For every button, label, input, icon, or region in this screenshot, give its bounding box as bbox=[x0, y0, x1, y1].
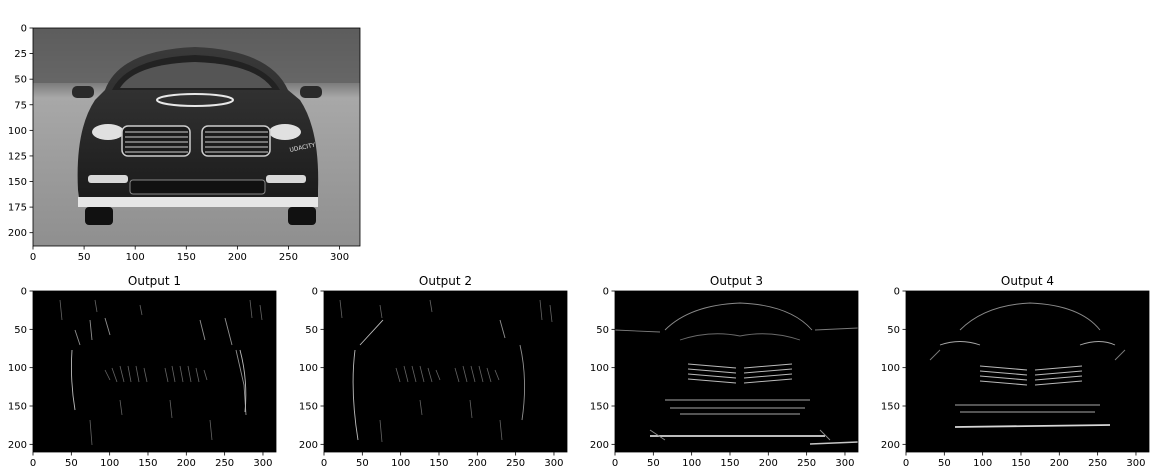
x-tick-label: 0 bbox=[30, 252, 36, 263]
y-tick-label: 50 bbox=[305, 325, 318, 336]
output-1-title: Output 1 bbox=[128, 274, 181, 288]
x-tick-label: 300 bbox=[544, 458, 563, 469]
x-tick-label: 300 bbox=[253, 458, 272, 469]
x-tick-label: 150 bbox=[1011, 458, 1030, 469]
y-tick-label: 200 bbox=[8, 440, 27, 451]
x-tick-label: 150 bbox=[429, 458, 448, 469]
x-tick-label: 50 bbox=[78, 252, 91, 263]
y-tick-label: 0 bbox=[603, 287, 609, 298]
output-2-panel: Output 2 0 50 100 150 200 250 300 0 50 100 150 200 bbox=[299, 274, 568, 470]
y-tick-label: 50 bbox=[887, 325, 900, 336]
y-tick-label: 0 bbox=[312, 287, 318, 298]
y-tick-label: 0 bbox=[21, 24, 27, 35]
original-image-panel: UDACITY 0 50 100 150 200 250 300 0 25 50 75 100 125 1… bbox=[8, 24, 361, 264]
x-tick-label: 50 bbox=[65, 458, 78, 469]
x-tick-label: 0 bbox=[903, 458, 909, 469]
y-tick-label: 0 bbox=[21, 287, 27, 298]
y-tick-label: 100 bbox=[881, 363, 900, 374]
y-tick-label: 175 bbox=[8, 203, 27, 214]
y-tick-label: 200 bbox=[8, 228, 27, 239]
y-tick-label: 25 bbox=[14, 49, 27, 60]
x-tick-label: 100 bbox=[391, 458, 410, 469]
x-tick-label: 50 bbox=[356, 458, 369, 469]
output-2-title: Output 2 bbox=[419, 274, 472, 288]
output-3-edges bbox=[615, 302, 858, 445]
original-axes: 0 50 100 150 200 250 300 0 25 50 75 100 125 150 175 200 bbox=[8, 24, 349, 264]
y-tick-label: 100 bbox=[8, 363, 27, 374]
x-tick-label: 250 bbox=[797, 458, 816, 469]
x-tick-label: 200 bbox=[228, 252, 247, 263]
y-tick-label: 50 bbox=[14, 75, 27, 86]
y-tick-label: 125 bbox=[8, 151, 27, 162]
x-tick-label: 200 bbox=[468, 458, 487, 469]
output-3-panel: Output 3 0 50 100 150 200 250 300 0 50 100 150 200 bbox=[590, 274, 859, 470]
y-tick-label: 100 bbox=[8, 126, 27, 137]
x-tick-label: 250 bbox=[215, 458, 234, 469]
x-tick-label: 300 bbox=[330, 252, 349, 263]
y-tick-label: 150 bbox=[8, 402, 27, 413]
output-4-edges bbox=[929, 302, 1126, 428]
y-tick-label: 150 bbox=[299, 402, 318, 413]
y-tick-label: 150 bbox=[8, 177, 27, 188]
x-tick-label: 100 bbox=[682, 458, 701, 469]
y-tick-label: 150 bbox=[881, 402, 900, 413]
output-1-panel: Output 1 0 50 100 150 200 250 300 0 50 100 150 200 bbox=[8, 274, 277, 470]
x-tick-label: 100 bbox=[973, 458, 992, 469]
x-tick-label: 100 bbox=[100, 458, 119, 469]
output-4-panel: Output 4 0 50 100 150 200 250 300 0 50 100 150 200 bbox=[881, 274, 1150, 470]
y-tick-label: 100 bbox=[299, 363, 318, 374]
y-tick-label: 150 bbox=[590, 402, 609, 413]
output-2-edges bbox=[339, 299, 553, 443]
x-tick-label: 0 bbox=[612, 458, 618, 469]
output-3-axes: 0 50 100 150 200 250 300 0 50 100 150 200 bbox=[590, 287, 855, 470]
x-tick-label: 50 bbox=[938, 458, 951, 469]
x-tick-label: 0 bbox=[30, 458, 36, 469]
y-tick-label: 0 bbox=[894, 287, 900, 298]
x-tick-label: 150 bbox=[177, 252, 196, 263]
y-tick-label: 100 bbox=[590, 363, 609, 374]
y-tick-label: 200 bbox=[590, 440, 609, 451]
y-tick-label: 50 bbox=[596, 325, 609, 336]
output-1-axes: 0 50 100 150 200 250 300 0 50 100 150 200 bbox=[8, 287, 273, 470]
output-4-axes: 0 50 100 150 200 250 300 0 50 100 150 200 bbox=[881, 287, 1146, 470]
x-tick-label: 300 bbox=[1126, 458, 1145, 469]
x-tick-label: 200 bbox=[759, 458, 778, 469]
x-tick-label: 100 bbox=[126, 252, 145, 263]
output-1-edges bbox=[59, 299, 263, 446]
x-tick-label: 200 bbox=[1050, 458, 1069, 469]
output-3-title: Output 3 bbox=[710, 274, 763, 288]
output-2-axes: 0 50 100 150 200 250 300 0 50 100 150 200 bbox=[299, 287, 564, 470]
x-tick-label: 250 bbox=[1088, 458, 1107, 469]
y-tick-label: 200 bbox=[881, 440, 900, 451]
x-tick-label: 250 bbox=[279, 252, 298, 263]
x-tick-label: 300 bbox=[835, 458, 854, 469]
y-tick-label: 200 bbox=[299, 440, 318, 451]
x-tick-label: 150 bbox=[138, 458, 157, 469]
y-tick-label: 75 bbox=[14, 100, 27, 111]
x-tick-label: 50 bbox=[647, 458, 660, 469]
output-4-title: Output 4 bbox=[1001, 274, 1054, 288]
x-tick-label: 200 bbox=[177, 458, 196, 469]
x-tick-label: 150 bbox=[720, 458, 739, 469]
car-photo: UDACITY bbox=[72, 47, 322, 225]
x-tick-label: 250 bbox=[506, 458, 525, 469]
x-tick-label: 0 bbox=[321, 458, 327, 469]
y-tick-label: 50 bbox=[14, 325, 27, 336]
